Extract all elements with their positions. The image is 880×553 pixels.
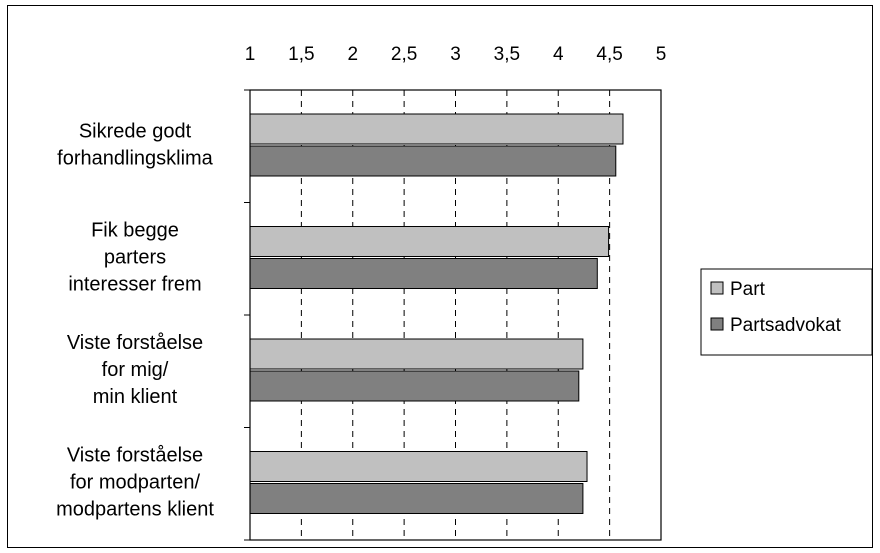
x-tick-label: 2,5 bbox=[391, 44, 417, 65]
x-tick-label: 1 bbox=[245, 44, 256, 65]
bar-part bbox=[249, 113, 624, 145]
x-tick-label: 5 bbox=[656, 44, 667, 65]
bar-partsadvokat bbox=[249, 258, 598, 289]
x-tick-label: 4 bbox=[553, 44, 564, 65]
category-label: Sikrede godt bbox=[79, 121, 192, 143]
bar-partsadvokat bbox=[249, 370, 580, 402]
x-tick-label: 3 bbox=[450, 44, 461, 65]
bar-part bbox=[249, 338, 584, 370]
legend-label-part: Part bbox=[730, 279, 766, 300]
category-label: parters bbox=[104, 247, 166, 269]
category-label: interesser frem bbox=[68, 274, 201, 296]
category-label: for modparten/ bbox=[70, 472, 201, 494]
x-tick-label: 1,5 bbox=[288, 44, 314, 65]
x-tick-label: 4,5 bbox=[596, 44, 622, 65]
plot-border bbox=[249, 89, 662, 541]
bar-part bbox=[249, 451, 588, 482]
category-label: Viste forståelse bbox=[67, 332, 203, 354]
category-label: Viste forståelse bbox=[67, 445, 203, 467]
legend-swatch-partsadvokat bbox=[710, 317, 724, 331]
legend-label-partsadvokat: Partsadvokat bbox=[730, 315, 842, 336]
category-label: Fik begge bbox=[91, 220, 179, 242]
category-label: min klient bbox=[93, 386, 178, 408]
category-label: forhandlingsklima bbox=[57, 148, 214, 170]
category-label: modpartens klient bbox=[56, 499, 214, 521]
bar-part bbox=[249, 226, 610, 257]
legend-box bbox=[700, 268, 873, 356]
x-tick-label: 2 bbox=[347, 44, 358, 65]
category-label: for mig/ bbox=[102, 359, 169, 381]
bar-partsadvokat bbox=[249, 483, 584, 514]
x-tick-label: 3,5 bbox=[494, 44, 520, 65]
legend-swatch-part bbox=[710, 281, 724, 295]
bar-partsadvokat bbox=[249, 145, 617, 177]
